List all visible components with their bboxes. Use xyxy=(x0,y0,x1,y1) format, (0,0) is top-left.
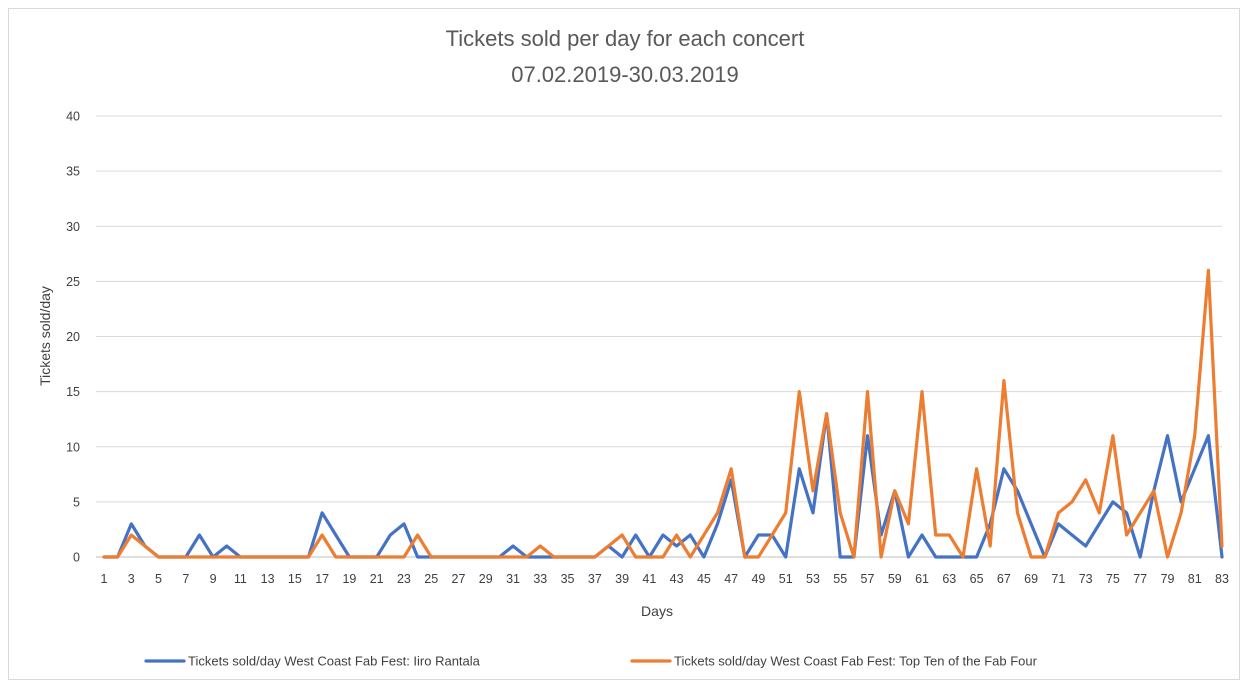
series-line-2 xyxy=(102,268,1224,559)
x-tick-label: 17 xyxy=(315,572,329,586)
x-tick-label: 81 xyxy=(1188,572,1202,586)
x-tick-label: 67 xyxy=(997,572,1011,586)
x-tick-label: 13 xyxy=(261,572,275,586)
x-tick-label: 49 xyxy=(751,572,765,586)
chart-subtitle: 07.02.2019-30.03.2019 xyxy=(511,62,739,87)
x-tick-label: 27 xyxy=(452,572,466,586)
legend-label-2: Tickets sold/day West Coast Fab Fest: To… xyxy=(674,654,1038,669)
y-tick-label: 20 xyxy=(66,330,80,344)
y-tick-label: 25 xyxy=(66,275,80,289)
y-tick-label: 10 xyxy=(66,440,80,454)
x-tick-label: 31 xyxy=(506,572,520,586)
x-tick-label: 23 xyxy=(397,572,411,586)
x-tick-label: 39 xyxy=(615,572,629,586)
x-tick-label: 61 xyxy=(915,572,929,586)
x-tick-label: 33 xyxy=(533,572,547,586)
x-tick-label: 9 xyxy=(210,572,217,586)
x-tick-label: 53 xyxy=(806,572,820,586)
x-tick-label: 1 xyxy=(101,572,108,586)
x-tick-label: 41 xyxy=(642,572,656,586)
x-tick-label: 57 xyxy=(861,572,875,586)
legend-label-1: Tickets sold/day West Coast Fab Fest: Ii… xyxy=(188,654,481,669)
y-tick-label: 15 xyxy=(66,385,80,399)
x-tick-label: 7 xyxy=(182,572,189,586)
x-tick-label: 35 xyxy=(561,572,575,586)
y-axis-label: Tickets sold/day xyxy=(37,286,53,386)
x-axis-label: Days xyxy=(641,603,673,619)
x-tick-label: 37 xyxy=(588,572,602,586)
x-tick-label: 43 xyxy=(670,572,684,586)
x-tick-label: 73 xyxy=(1079,572,1093,586)
x-tick-label: 21 xyxy=(370,572,384,586)
x-tick-label: 77 xyxy=(1133,572,1147,586)
x-tick-label: 25 xyxy=(424,572,438,586)
y-tick-label: 5 xyxy=(73,495,80,509)
x-tick-label: 75 xyxy=(1106,572,1120,586)
y-tick-label: 0 xyxy=(73,551,80,565)
x-axis-ticks: 1 3 5 7 9 11 13 15 17 19 21 23 25 27 29 31 33 35 37 39 41 43 4… xyxy=(101,572,1229,586)
series-line-1 xyxy=(102,412,1224,559)
y-axis-ticks: 0 5 10 15 20 25 30 35 40 xyxy=(66,110,80,565)
y-tick-label: 30 xyxy=(66,220,80,234)
x-tick-label: 11 xyxy=(234,572,247,586)
chart-title: Tickets sold per day for each concert xyxy=(446,26,805,51)
legend: Tickets sold/day West Coast Fab Fest: Ii… xyxy=(144,654,1038,669)
x-tick-label: 65 xyxy=(970,572,984,586)
x-tick-label: 15 xyxy=(288,572,302,586)
x-tick-label: 71 xyxy=(1051,572,1065,586)
x-tick-label: 3 xyxy=(128,572,135,586)
x-tick-label: 55 xyxy=(833,572,847,586)
x-tick-label: 83 xyxy=(1215,572,1229,586)
x-tick-label: 63 xyxy=(942,572,956,586)
x-tick-label: 69 xyxy=(1024,572,1038,586)
x-tick-label: 51 xyxy=(779,572,793,586)
y-tick-label: 40 xyxy=(66,110,80,124)
chart-frame xyxy=(8,8,1240,680)
x-tick-label: 29 xyxy=(479,572,493,586)
gridlines xyxy=(96,115,1222,558)
x-tick-label: 5 xyxy=(155,572,162,586)
y-tick-label: 35 xyxy=(66,165,80,179)
x-tick-label: 79 xyxy=(1161,572,1175,586)
x-tick-label: 45 xyxy=(697,572,711,586)
series-lines xyxy=(102,268,1224,559)
x-tick-label: 59 xyxy=(888,572,902,586)
x-tick-label: 19 xyxy=(342,572,356,586)
x-tick-label: 47 xyxy=(724,572,738,586)
